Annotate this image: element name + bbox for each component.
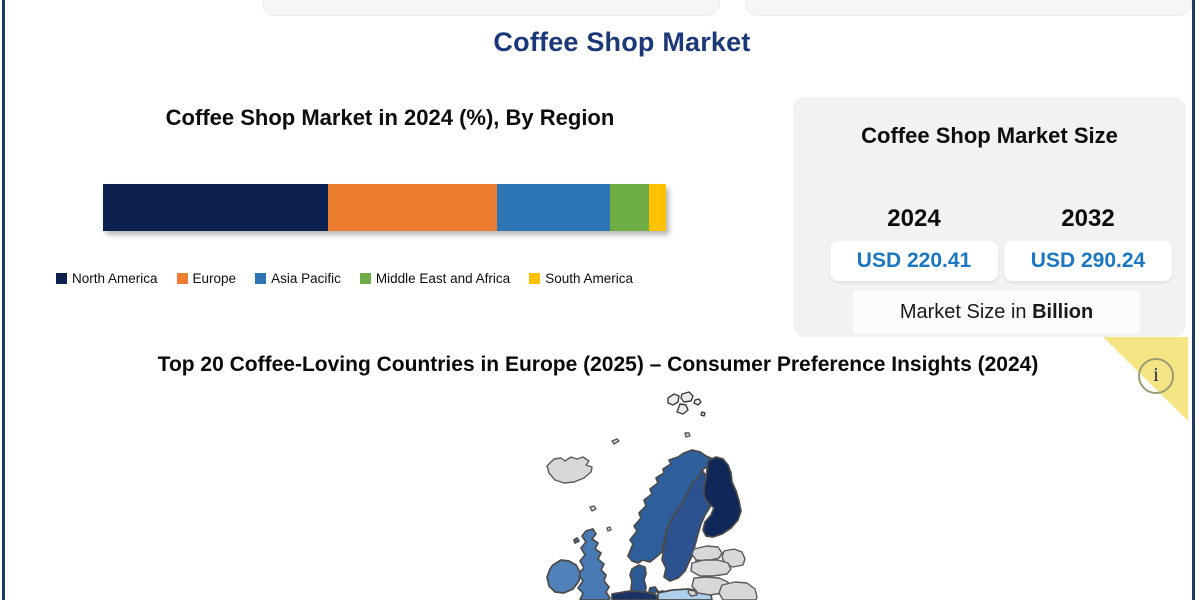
right-frame-border: [1192, 0, 1195, 600]
legend-item-europe: Europe: [176, 271, 237, 286]
legend-item-south-america: South America: [529, 271, 633, 286]
legend-item-middle-east-and-africa: Middle East and Africa: [359, 271, 511, 286]
legend-item-asia-pacific: Asia Pacific: [255, 271, 341, 286]
region-chart-legend: North America Europe Asia Pacific Middle Ea…: [56, 271, 756, 286]
map-country-germany: [611, 590, 659, 600]
map-islet-bear-island: [684, 432, 691, 438]
map-country-estonia: [691, 545, 723, 562]
map-country-latvia: [690, 559, 732, 577]
year-label-2032: 2032: [1061, 205, 1115, 232]
map-country-iceland: [546, 456, 593, 484]
legend-swatch: [255, 273, 267, 284]
map-country-belarus: [718, 581, 758, 600]
legend-swatch: [56, 273, 67, 284]
map-region-kaliningrad: [687, 589, 698, 597]
map-country-svalbard: [667, 391, 706, 417]
value-box-2032: USD 290.24: [1004, 241, 1172, 281]
page-title: Coffee Shop Market: [493, 27, 751, 57]
stacked-bar: [103, 184, 666, 231]
map-island-zealand: [648, 586, 659, 595]
legend-label: North America: [72, 271, 158, 286]
map-country-sweden: [661, 469, 712, 582]
value-box-2024: USD 220.41: [830, 241, 998, 281]
top-tab-right[interactable]: [745, 0, 1192, 16]
map-islet-jan-mayen: [611, 438, 620, 445]
legend-label: Middle East and Africa: [375, 271, 511, 286]
legend-item-north-america: North America: [56, 271, 158, 286]
market-size-col-2032: 2032 USD 290.24: [1004, 205, 1172, 281]
legend-swatch: [529, 273, 541, 284]
market-size-title: Coffee Shop Market Size: [861, 123, 1118, 148]
legend-label: Asia Pacific: [271, 271, 341, 286]
map-country-finland: [702, 456, 742, 538]
market-size-col-2024: 2024 USD 220.41: [830, 205, 998, 281]
map-country-ireland: [546, 559, 581, 594]
left-frame-border: [2, 0, 5, 600]
bar-segment-north-america: [103, 184, 329, 231]
top-tab-left[interactable]: [262, 0, 720, 16]
footnote-prefix: Market Size in: [899, 301, 1033, 323]
legend-swatch: [176, 273, 188, 284]
europe-map: [470, 386, 860, 600]
map-islet-faroe: [589, 505, 597, 512]
legend-label: South America: [545, 271, 633, 286]
bar-segment-south-america: [649, 184, 666, 231]
legend-label: Europe: [192, 271, 237, 286]
info-icon[interactable]: i: [1138, 358, 1174, 394]
bar-segment-europe: [328, 184, 498, 231]
map-islet-hebrides: [573, 537, 580, 544]
bar-segment-middle-east-and-africa: [609, 184, 650, 231]
bar-segment-asia-pacific: [497, 184, 610, 231]
map-islet-shetland: [606, 526, 612, 532]
map-title: Top 20 Coffee-Loving Countries in Europe…: [157, 353, 1039, 376]
year-label-2024: 2024: [887, 205, 941, 232]
market-size-footnote: Market Size in Billion: [853, 290, 1140, 334]
legend-swatch: [359, 273, 371, 284]
region-chart-title: Coffee Shop Market in 2024 (%), By Regio…: [165, 105, 615, 130]
footnote-unit: Billion: [1032, 301, 1094, 323]
map-country-uk: [577, 528, 611, 600]
market-size-panel: Coffee Shop Market Size 2024 USD 220.41 …: [793, 97, 1186, 337]
